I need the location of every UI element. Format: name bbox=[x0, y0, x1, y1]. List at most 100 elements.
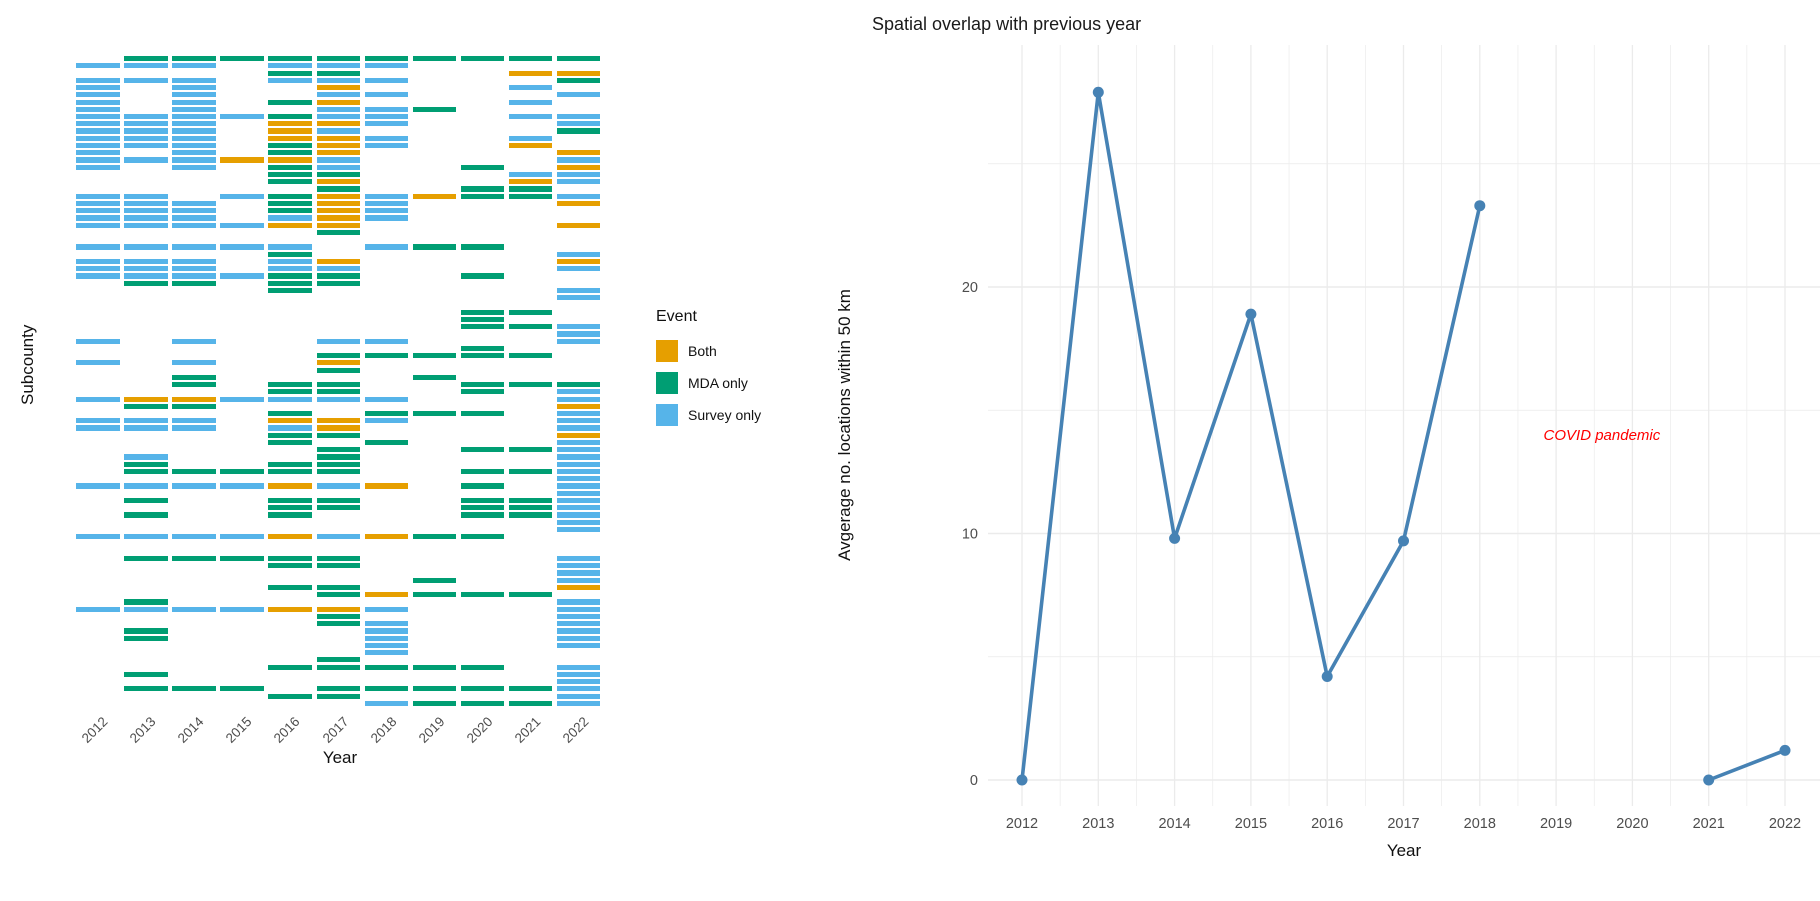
tile-2017-row23 bbox=[316, 215, 361, 221]
tile-2015-row58 bbox=[220, 468, 264, 475]
tile-2013-row22 bbox=[124, 208, 168, 214]
tile-2022-row88 bbox=[556, 686, 601, 692]
tile-2018-row79 bbox=[364, 621, 409, 627]
tile-2016-row33 bbox=[268, 287, 312, 294]
axis-tick-labels: 0 10 20 2012 2013 2014 2015 2016 2017 2018 2019 202… bbox=[962, 280, 1801, 832]
tile-2021-row3 bbox=[508, 70, 553, 76]
tile-2016-row18 bbox=[268, 179, 312, 185]
legend-swatch-S bbox=[656, 404, 678, 426]
tile-2017-row46 bbox=[316, 382, 361, 388]
tile-2013-row4 bbox=[124, 77, 168, 83]
tile-2019-row1 bbox=[412, 56, 457, 62]
tile-2019-row67 bbox=[412, 534, 457, 540]
tile-2015-row67 bbox=[220, 534, 264, 540]
tile-2022-row34 bbox=[556, 295, 601, 301]
left-x-tick-2013: 2013 bbox=[126, 714, 159, 746]
tile-2016-row51 bbox=[268, 418, 312, 424]
tile-2014-row46 bbox=[172, 382, 216, 388]
tile-2016-row17 bbox=[268, 171, 312, 178]
tile-2022-row53 bbox=[556, 432, 601, 438]
tile-2017-row85 bbox=[316, 664, 361, 670]
x-tick-2012: 2012 bbox=[1006, 816, 1038, 832]
left-y-axis-title: Subcounty bbox=[18, 324, 37, 405]
tile-2017-row31 bbox=[316, 273, 361, 279]
left-x-tick-2021: 2021 bbox=[511, 714, 544, 746]
tile-2021-row63 bbox=[508, 505, 553, 511]
tile-2014-row32 bbox=[172, 280, 216, 286]
tile-2022-row20 bbox=[556, 193, 601, 199]
tile-2013-row21 bbox=[124, 200, 168, 207]
tile-2016-row77 bbox=[268, 606, 312, 612]
legend-label: MDA only bbox=[688, 375, 748, 391]
tile-2020-row41 bbox=[460, 345, 505, 352]
tile-2016-row24 bbox=[268, 222, 312, 228]
tile-2021-row18 bbox=[508, 179, 553, 185]
tile-2017-row20 bbox=[316, 193, 361, 199]
tile-2022-row62 bbox=[556, 497, 601, 504]
tile-2012-row31 bbox=[76, 273, 120, 279]
tile-2014-row49 bbox=[172, 403, 216, 409]
tile-2022-row82 bbox=[556, 642, 601, 648]
tile-2017-row15 bbox=[316, 157, 361, 163]
x-tick-2013: 2013 bbox=[1082, 816, 1114, 832]
tile-2015-row70 bbox=[220, 555, 264, 562]
tile-2013-row81 bbox=[124, 635, 168, 641]
tile-2016-row31 bbox=[268, 273, 312, 279]
left-x-tick-2012: 2012 bbox=[78, 714, 111, 746]
tile-2016-row23 bbox=[268, 215, 312, 221]
line-series bbox=[1016, 86, 1791, 786]
tile-2020-row20 bbox=[460, 193, 505, 199]
tile-2014-row43 bbox=[172, 360, 216, 366]
tile-2016-row27 bbox=[268, 244, 312, 250]
tile-2012-row27 bbox=[76, 244, 120, 250]
tile-2016-row30 bbox=[268, 266, 312, 272]
tile-2022-row61 bbox=[556, 490, 601, 496]
tile-2017-row63 bbox=[316, 505, 361, 511]
tile-2017-row7 bbox=[316, 99, 361, 105]
tile-2020-row64 bbox=[460, 512, 505, 518]
tile-2018-row80 bbox=[364, 628, 409, 634]
tile-2022-row63 bbox=[556, 505, 601, 511]
x-tick-2018: 2018 bbox=[1464, 816, 1496, 832]
tile-2021-row75 bbox=[508, 592, 553, 598]
tile-2017-row51 bbox=[316, 418, 361, 424]
tile-2021-row12 bbox=[508, 135, 553, 141]
tile-2014-row5 bbox=[172, 85, 216, 91]
left-x-tick-2014: 2014 bbox=[174, 714, 207, 746]
tile-2012-row20 bbox=[76, 193, 120, 199]
tile-2018-row77 bbox=[364, 606, 409, 612]
tile-2016-row67 bbox=[268, 534, 312, 540]
tile-2017-row18 bbox=[316, 179, 361, 185]
tile-2016-row63 bbox=[268, 505, 312, 511]
tile-2017-row16 bbox=[316, 164, 361, 170]
tile-2014-row48 bbox=[172, 396, 216, 402]
tile-2018-row12 bbox=[364, 135, 409, 141]
tile-2013-row20 bbox=[124, 193, 168, 199]
tile-2013-row13 bbox=[124, 142, 168, 149]
tile-2013-row88 bbox=[124, 686, 168, 692]
tile-2022-row4 bbox=[556, 77, 601, 83]
data-point-2015 bbox=[1245, 308, 1257, 320]
tile-2020-row85 bbox=[460, 664, 505, 670]
tile-2018-row6 bbox=[364, 92, 409, 98]
tile-2021-row20 bbox=[508, 193, 553, 199]
tile-2016-row70 bbox=[268, 555, 312, 562]
tile-2020-row16 bbox=[460, 164, 505, 170]
legend-title: Event bbox=[656, 308, 697, 325]
tile-2019-row42 bbox=[412, 353, 457, 359]
legend-label: Both bbox=[688, 343, 717, 359]
tile-2015-row60 bbox=[220, 483, 264, 489]
tile-2014-row22 bbox=[172, 208, 216, 214]
legend-label: Survey only bbox=[688, 407, 762, 423]
data-point-2018 bbox=[1474, 200, 1486, 212]
tile-2020-row1 bbox=[460, 56, 505, 62]
tile-2013-row15 bbox=[124, 157, 168, 163]
event-legend: Event Both MDA only Survey only bbox=[656, 308, 761, 436]
right-chart-title: Spatial overlap with previous year bbox=[872, 14, 1142, 34]
tile-2013-row80 bbox=[124, 628, 168, 634]
tile-2013-row58 bbox=[124, 468, 168, 475]
tile-2017-row11 bbox=[316, 128, 361, 134]
right-x-axis-title: Year bbox=[1387, 841, 1422, 860]
tile-2016-row2 bbox=[268, 63, 312, 69]
tile-2021-row62 bbox=[508, 497, 553, 504]
